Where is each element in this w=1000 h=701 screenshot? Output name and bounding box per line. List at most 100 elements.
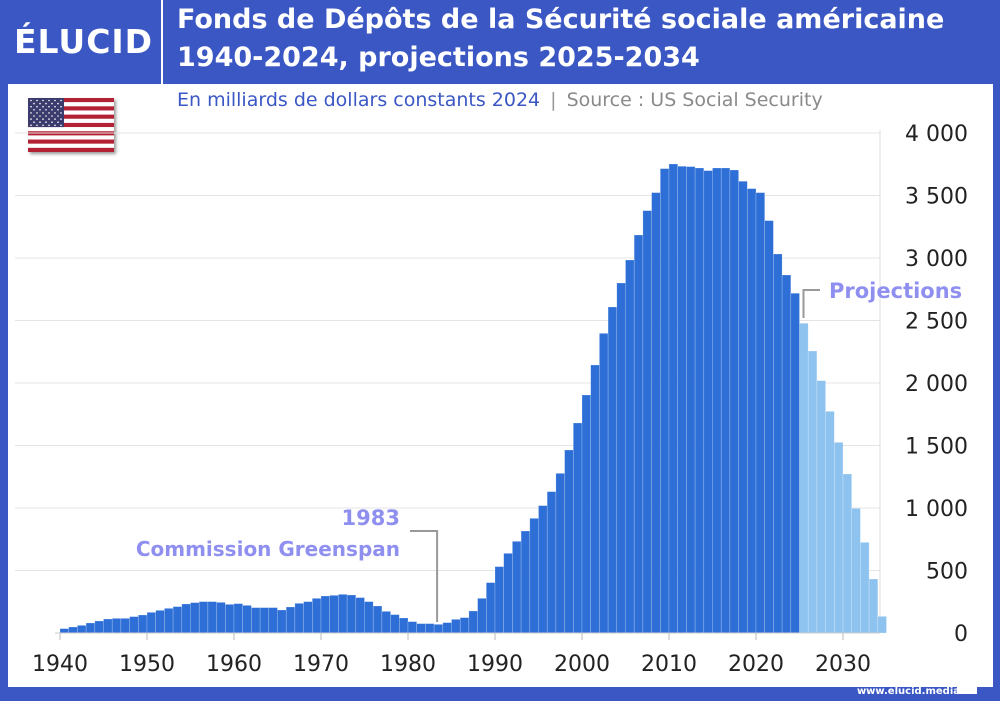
bar-2028 xyxy=(825,411,835,634)
flag-stripe xyxy=(28,106,114,111)
flag-star xyxy=(48,112,50,114)
bar-1962 xyxy=(251,607,261,634)
bar-1965 xyxy=(277,609,287,634)
x-tick-label: 2030 xyxy=(815,652,871,677)
bar-2034 xyxy=(877,616,887,634)
bar-1997 xyxy=(555,473,565,634)
annotation-year: 1983 xyxy=(342,506,400,530)
bar-2033 xyxy=(868,578,879,634)
flag-star xyxy=(54,99,56,102)
bar-1947 xyxy=(120,618,130,634)
bar-2000 xyxy=(581,394,591,634)
flag-star xyxy=(33,102,35,105)
flag-stripe xyxy=(28,143,114,149)
x-tick-label: 1950 xyxy=(119,652,175,677)
flag-stripe xyxy=(28,135,114,140)
bar-1994 xyxy=(529,518,539,634)
chart-title-line2: 1940-2024, projections 2025-2034 xyxy=(177,42,700,73)
bar-2004 xyxy=(616,282,626,634)
bar-2006 xyxy=(633,234,644,634)
bar-1976 xyxy=(372,605,383,634)
elucid-mark-icon xyxy=(957,682,977,694)
flag-star xyxy=(48,99,50,102)
x-tick-label: 1990 xyxy=(467,652,523,677)
bar-1964 xyxy=(268,607,278,634)
source-label: Source : US Social Security xyxy=(566,89,823,111)
annotation-leader-projections xyxy=(802,289,820,318)
bar-1958 xyxy=(216,602,226,634)
flag-star xyxy=(54,105,56,108)
y-tick-label: 2 000 xyxy=(905,372,968,397)
bar-1978 xyxy=(390,614,400,634)
bar-2022 xyxy=(773,253,783,634)
flag-star xyxy=(57,121,59,123)
bar-1954 xyxy=(181,603,191,634)
y-tick-label: 1 000 xyxy=(905,497,968,522)
bar-2030 xyxy=(842,473,852,634)
unit-label: En milliards de dollars constants 2024 xyxy=(177,89,541,111)
y-tick-label: 3 000 xyxy=(905,247,968,272)
y-tick-label: 500 xyxy=(926,560,968,585)
bar-1956 xyxy=(198,601,209,634)
bar-1999 xyxy=(572,422,583,634)
bar-2031 xyxy=(851,508,861,634)
flag-star xyxy=(57,102,59,105)
bar-2027 xyxy=(816,380,826,634)
bar-1957 xyxy=(207,601,217,634)
flag-star xyxy=(39,109,41,111)
bar-1983 xyxy=(433,624,444,634)
flag-stripe xyxy=(28,114,114,119)
bar-1972 xyxy=(338,594,348,634)
bar-2009 xyxy=(659,168,670,634)
bar-2024 xyxy=(790,292,800,634)
flag-stripe xyxy=(28,147,114,152)
y-tick-label: 0 xyxy=(954,622,968,647)
flag-star xyxy=(45,102,47,105)
flag-star xyxy=(48,118,50,120)
bar-1982 xyxy=(425,623,435,634)
bar-2005 xyxy=(625,259,635,634)
bar-2003 xyxy=(607,306,618,634)
flag-stripe xyxy=(28,102,114,107)
x-tick-label: 2010 xyxy=(641,652,697,677)
bar-2025 xyxy=(799,322,809,634)
flag-star xyxy=(30,105,32,108)
bar-1960 xyxy=(233,603,243,634)
bar-1966 xyxy=(285,606,296,634)
website-link[interactable]: www.elucid.media xyxy=(856,686,960,697)
flag-star xyxy=(57,109,59,111)
elucid-logo: ÉLUCID xyxy=(14,22,154,61)
x-tick-label: 2020 xyxy=(728,652,784,677)
bar-1948 xyxy=(129,616,139,634)
flag-star xyxy=(36,112,38,114)
flag-star xyxy=(42,105,44,108)
bar-2021 xyxy=(764,220,774,634)
bar-1990 xyxy=(494,566,504,634)
bar-2019 xyxy=(746,188,757,634)
flag-star xyxy=(39,121,41,123)
flag-star xyxy=(42,118,44,120)
flag-star xyxy=(51,102,53,105)
flag-star xyxy=(30,124,32,127)
bar-2020 xyxy=(755,192,765,634)
bar-2011 xyxy=(677,165,687,634)
bar-1989 xyxy=(485,582,496,634)
bar-1949 xyxy=(138,614,148,634)
annotation-greenspan: Commission Greenspan xyxy=(136,537,400,561)
bar-1979 xyxy=(398,617,409,634)
flag-stripe xyxy=(28,118,114,124)
bar-1991 xyxy=(503,553,513,634)
bar-1953 xyxy=(172,606,183,634)
bar-1950 xyxy=(146,612,156,634)
bar-1984 xyxy=(442,622,452,634)
bar-1969 xyxy=(311,598,322,634)
bar-2014 xyxy=(703,170,713,634)
flag-stripe xyxy=(28,110,114,115)
flag-star xyxy=(60,112,62,114)
bar-2008 xyxy=(651,192,661,634)
flag-star xyxy=(51,121,53,123)
bar-2032 xyxy=(860,542,870,634)
flag-star xyxy=(42,112,44,114)
flag-star xyxy=(60,118,62,120)
bar-2023 xyxy=(781,274,792,634)
